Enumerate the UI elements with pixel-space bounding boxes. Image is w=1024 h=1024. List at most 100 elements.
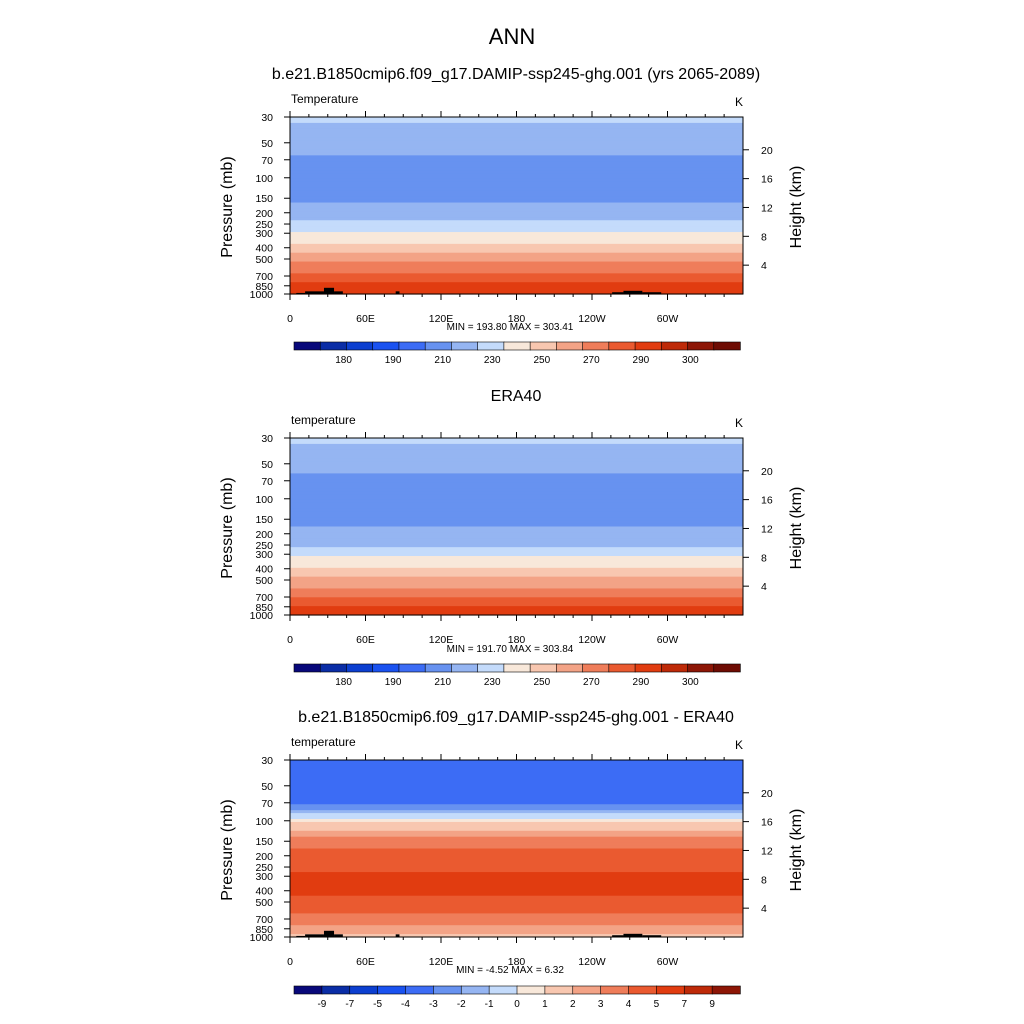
y2-tick-label: 16 — [761, 174, 773, 186]
y-tick-label: 100 — [255, 816, 273, 828]
topography-mask — [623, 933, 643, 937]
contour-band — [290, 187, 743, 192]
contour-band — [290, 502, 743, 507]
colorbar-swatch — [319, 663, 348, 673]
colorbar-label: 180 — [335, 355, 352, 366]
contour-band — [290, 556, 743, 560]
contour-band — [290, 561, 743, 566]
colorbar-label: -4 — [401, 999, 410, 1010]
y-tick-label: 500 — [255, 897, 273, 909]
y-tick-label: 700 — [255, 914, 273, 926]
y2-tick-label: 16 — [761, 495, 773, 507]
contour-band — [290, 798, 743, 802]
contour-band — [290, 288, 743, 292]
contour-band — [290, 497, 743, 501]
units-label: K — [735, 738, 743, 752]
y-tick-label: 850 — [255, 602, 273, 614]
contour-band — [290, 777, 743, 782]
colorbar: 180 190 210 230 250 270 290 300 — [293, 341, 741, 366]
panel-title: ERA40 — [491, 388, 542, 405]
contour-band — [290, 128, 743, 133]
contour-band — [290, 928, 743, 932]
y-axis-title: Pressure (mb) — [219, 477, 236, 578]
contour-band — [290, 143, 743, 148]
contour-band — [290, 176, 743, 180]
colorbar-swatch — [516, 985, 546, 995]
y-tick-label: 850 — [255, 281, 273, 293]
colorbar-label: -2 — [457, 999, 466, 1010]
colorbar-label: 300 — [682, 355, 699, 366]
contour-band — [290, 780, 743, 785]
contour-band — [290, 833, 743, 838]
colorbar-swatch — [293, 985, 323, 995]
colorbar-label: 230 — [484, 355, 501, 366]
topography-mask — [612, 935, 624, 937]
colorbar-swatch — [460, 985, 490, 995]
colorbar-swatch — [372, 663, 400, 673]
topography-mask — [395, 934, 400, 937]
x-tick-label: 180 — [508, 634, 526, 646]
contour-band — [290, 910, 743, 914]
contour-band — [290, 880, 743, 885]
contour-band — [290, 765, 743, 770]
colorbar-swatch — [556, 341, 584, 351]
contour-band — [290, 494, 743, 498]
panel-difference: b.e21.B1850cmip6.f09_g17.DAMIP-ssp245-gh… — [219, 709, 805, 1010]
y2-tick-label: 12 — [761, 523, 773, 535]
colorbar-swatch — [608, 341, 636, 351]
contour-band — [290, 149, 743, 153]
x-tick-label: 60E — [356, 313, 375, 325]
contour-band — [290, 122, 743, 127]
x-tick-label: 180 — [508, 313, 526, 325]
contour-band — [290, 789, 743, 794]
contour-band — [290, 467, 743, 472]
contour-band — [290, 508, 743, 513]
topography-mask — [334, 291, 343, 294]
y-tick-label: 300 — [255, 549, 273, 561]
y-tick-label: 50 — [261, 459, 273, 471]
contour-band — [290, 541, 743, 545]
y2-tick-label: 8 — [761, 231, 767, 243]
colorbar-swatch — [683, 985, 713, 995]
colorbar-label: 2 — [570, 999, 576, 1010]
y2-tick-label: 20 — [761, 788, 773, 800]
contour-band — [290, 190, 743, 195]
colorbar-label: 7 — [682, 999, 688, 1010]
contour-band — [290, 801, 743, 805]
y-tick-label: 150 — [255, 193, 273, 205]
y-tick-label: 30 — [261, 112, 273, 124]
colorbar-label: 270 — [583, 355, 600, 366]
contour-band — [290, 125, 743, 130]
contour-band — [290, 440, 743, 445]
contour-band — [290, 854, 743, 858]
contour-band — [290, 919, 743, 923]
contour-band — [290, 196, 743, 201]
contour-band — [290, 261, 743, 266]
topography-mask — [334, 934, 343, 937]
contour-band — [290, 155, 743, 159]
colorbar-label: 270 — [583, 677, 600, 688]
contour-band — [290, 603, 743, 607]
y-tick-label: 250 — [255, 862, 273, 874]
colorbar-swatch — [713, 663, 741, 673]
panel-obs: ERA40 temperature K 0 60E 120E 180 120W 60W 30… — [219, 388, 805, 688]
contour-band — [290, 485, 743, 489]
contour-band — [290, 461, 743, 466]
contour-band — [290, 768, 743, 773]
contour-band — [290, 140, 743, 145]
colorbar-swatch — [600, 985, 630, 995]
contour-band — [290, 760, 743, 764]
contour-band — [290, 291, 743, 295]
contour-band — [290, 830, 743, 835]
contour-band — [290, 538, 743, 542]
contour-band — [290, 255, 743, 260]
contour-band — [290, 523, 743, 528]
contour-band — [290, 455, 743, 460]
contour-band — [290, 276, 743, 280]
colorbar-label: 190 — [385, 677, 402, 688]
stats-label: MIN = 191.70 MAX = 303.84 — [447, 644, 574, 655]
contour-band — [290, 161, 743, 165]
contour-band — [290, 544, 743, 548]
contour-band — [290, 264, 743, 269]
contour-band — [290, 220, 743, 224]
